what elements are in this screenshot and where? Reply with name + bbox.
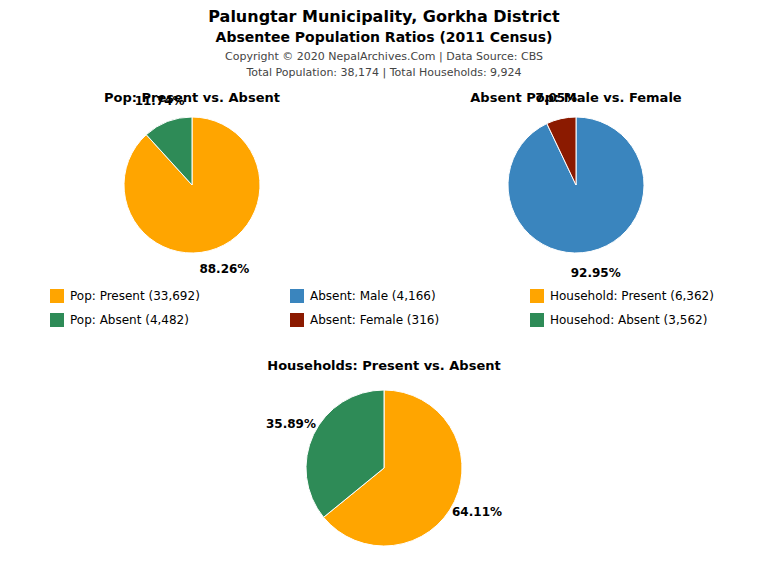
- legend: Pop: Present (33,692) Pop: Absent (4,482): [50, 289, 200, 327]
- data-labels: 92.95% 7.05%: [535, 91, 620, 280]
- slices: [306, 390, 462, 546]
- pie-chart: Absent Pop: Male vs. Female 92.95% 7.05%: [470, 90, 682, 280]
- legend-label: Absent: Male (4,166): [310, 289, 436, 303]
- legend-label: Household: Present (6,362): [550, 289, 714, 303]
- data-label: 35.89%: [266, 417, 316, 431]
- chart-title: Pop: Present vs. Absent: [104, 90, 280, 105]
- data-label: 92.95%: [571, 266, 621, 280]
- annotation: Copyright © 2020 NepalArchives.Com | Dat…: [225, 50, 543, 63]
- legend-swatch: [530, 313, 544, 327]
- legend-swatch: [50, 313, 64, 327]
- chart-title: Households: Present vs. Absent: [267, 358, 500, 373]
- legend-label: Househod: Absent (3,562): [550, 313, 707, 327]
- pie-slice: [306, 390, 384, 517]
- annotation: Total Population: 38,174 | Total Househo…: [245, 66, 521, 79]
- pie-slice: [547, 117, 576, 185]
- data-label: 11.74%: [135, 94, 185, 108]
- pie-slice: [124, 117, 260, 253]
- legend-label: Absent: Female (316): [310, 313, 439, 327]
- pie-chart: Pop: Present vs. Absent 88.26% 11.74%: [104, 90, 280, 276]
- slices: [124, 117, 260, 253]
- pie-slice: [508, 117, 644, 253]
- legend-label: Pop: Absent (4,482): [70, 313, 189, 327]
- legend-swatch: [290, 313, 304, 327]
- slices: [508, 117, 644, 253]
- legend: Absent: Male (4,166) Absent: Female (316): [290, 289, 439, 327]
- data-label: 7.05%: [535, 91, 577, 105]
- data-labels: 64.11% 35.89%: [266, 417, 502, 519]
- data-labels: 88.26% 11.74%: [135, 94, 250, 275]
- pie-chart: Households: Present vs. Absent 64.11% 35.8…: [266, 358, 502, 546]
- data-label: 64.11%: [452, 505, 502, 519]
- legend-swatch: [290, 289, 304, 303]
- chart-root: Palungtar Municipality, Gorkha District A…: [0, 0, 768, 576]
- data-label: 88.26%: [199, 262, 249, 276]
- legend: Household: Present (6,362) Househod: Abse…: [530, 289, 714, 327]
- pie-slice: [146, 117, 192, 185]
- subtitle: Absentee Population Ratios (2011 Census): [216, 29, 553, 45]
- legend-swatch: [530, 289, 544, 303]
- chart-title: Absent Pop: Male vs. Female: [470, 90, 682, 105]
- title: Palungtar Municipality, Gorkha District: [208, 7, 560, 26]
- legend-swatch: [50, 289, 64, 303]
- legend-label: Pop: Present (33,692): [70, 289, 200, 303]
